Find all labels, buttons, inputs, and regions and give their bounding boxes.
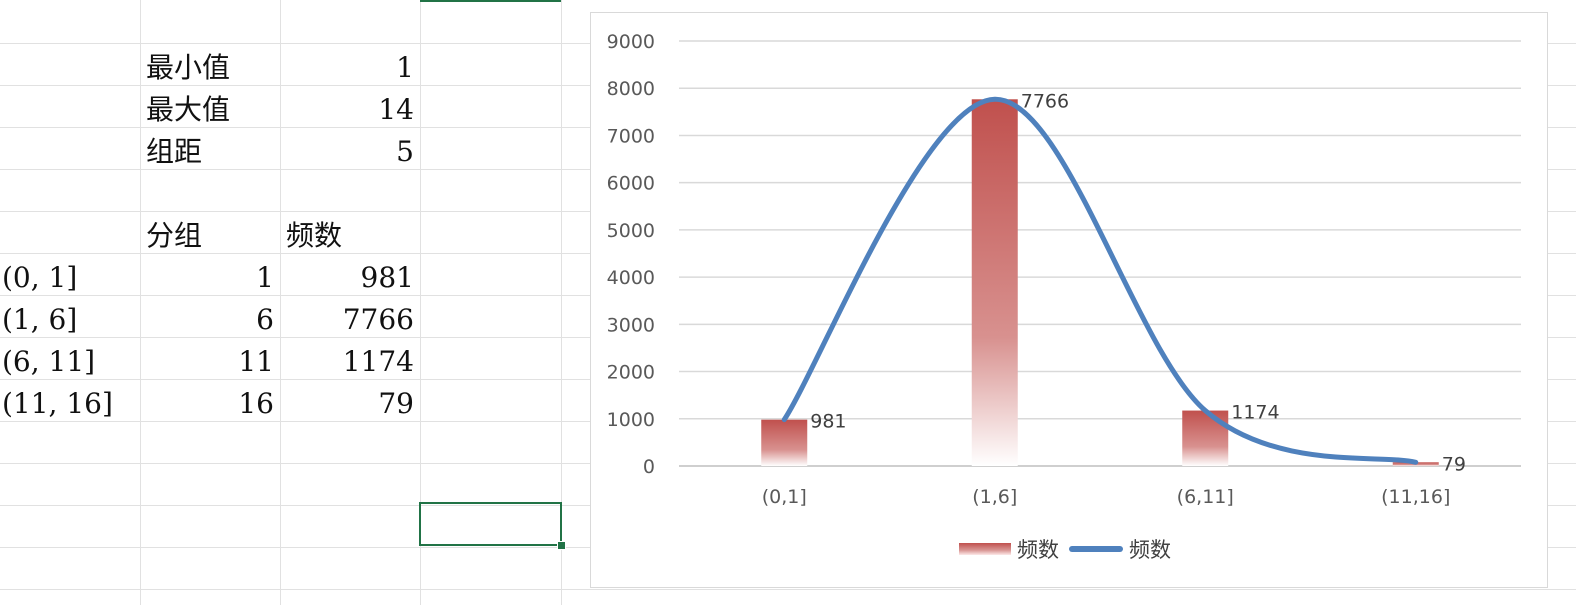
- stat-value-max[interactable]: 14: [378, 93, 414, 126]
- y-tick-label: 7000: [607, 125, 655, 147]
- stat-value-min[interactable]: 1: [396, 51, 414, 84]
- row-interval[interactable]: (1, 6]: [2, 303, 78, 336]
- row-interval[interactable]: (6, 11]: [2, 345, 96, 378]
- x-tick-label: (6,11]: [1177, 486, 1234, 508]
- row-frequency[interactable]: 79: [378, 387, 414, 420]
- stat-label-max[interactable]: 最大值: [146, 93, 231, 126]
- legend-bar-label: 频数: [1017, 538, 1059, 562]
- chart-legend[interactable]: 频数 频数: [959, 531, 1171, 567]
- legend-item-bar[interactable]: 频数: [959, 534, 1059, 564]
- row-frequency[interactable]: 7766: [342, 303, 414, 336]
- y-tick-label: 2000: [607, 362, 655, 384]
- data-label: 7766: [1021, 90, 1069, 112]
- legend-line-swatch: [1069, 546, 1123, 552]
- chart-area[interactable]: 0 1000 2000 3000 4000 5000 6000 7000 8000 9000 981…: [590, 12, 1548, 588]
- selected-cell[interactable]: [419, 502, 562, 546]
- x-tick-label: (11,16]: [1381, 486, 1450, 508]
- y-tick-label: 9000: [607, 31, 655, 53]
- bar: [1182, 410, 1229, 466]
- header-frequency[interactable]: 频数: [286, 219, 343, 252]
- row-interval[interactable]: (11, 16]: [2, 387, 113, 420]
- chart-canvas: 0 1000 2000 3000 4000 5000 6000 7000 8000 9000 981…: [607, 31, 1521, 508]
- y-tick-label: 8000: [607, 78, 655, 100]
- x-tick-label: (1,6]: [972, 486, 1017, 508]
- bar: [971, 99, 1018, 467]
- row-interval[interactable]: (0, 1]: [2, 261, 78, 294]
- row-frequency[interactable]: 981: [360, 261, 414, 294]
- data-label: 981: [810, 411, 846, 433]
- row-group[interactable]: 1: [256, 261, 274, 294]
- active-column-marker: [420, 0, 561, 2]
- data-label: 1174: [1231, 402, 1279, 424]
- legend-bar-swatch: [959, 543, 1011, 555]
- row-frequency[interactable]: 1174: [342, 345, 414, 378]
- row-group[interactable]: 16: [238, 387, 274, 420]
- y-tick-label: 0: [643, 456, 655, 478]
- stat-label-min[interactable]: 最小值: [146, 51, 231, 84]
- stat-value-interval[interactable]: 5: [396, 135, 414, 168]
- legend-line-label: 频数: [1129, 538, 1171, 562]
- stat-label-interval[interactable]: 组距: [146, 135, 203, 168]
- y-tick-label: 5000: [607, 220, 655, 242]
- x-tick-label: (0,1]: [762, 486, 807, 508]
- y-tick-label: 4000: [607, 267, 655, 289]
- row-group[interactable]: 6: [256, 303, 274, 336]
- header-group[interactable]: 分组: [146, 219, 203, 252]
- data-label: 79: [1442, 453, 1466, 475]
- series-line: [781, 96, 1419, 465]
- legend-item-line[interactable]: 频数: [1069, 534, 1171, 564]
- fill-handle[interactable]: [557, 541, 566, 550]
- row-group[interactable]: 11: [238, 345, 274, 378]
- y-tick-label: 3000: [607, 314, 655, 336]
- y-tick-label: 1000: [607, 409, 655, 431]
- bar: [761, 419, 808, 466]
- y-tick-label: 6000: [607, 173, 655, 195]
